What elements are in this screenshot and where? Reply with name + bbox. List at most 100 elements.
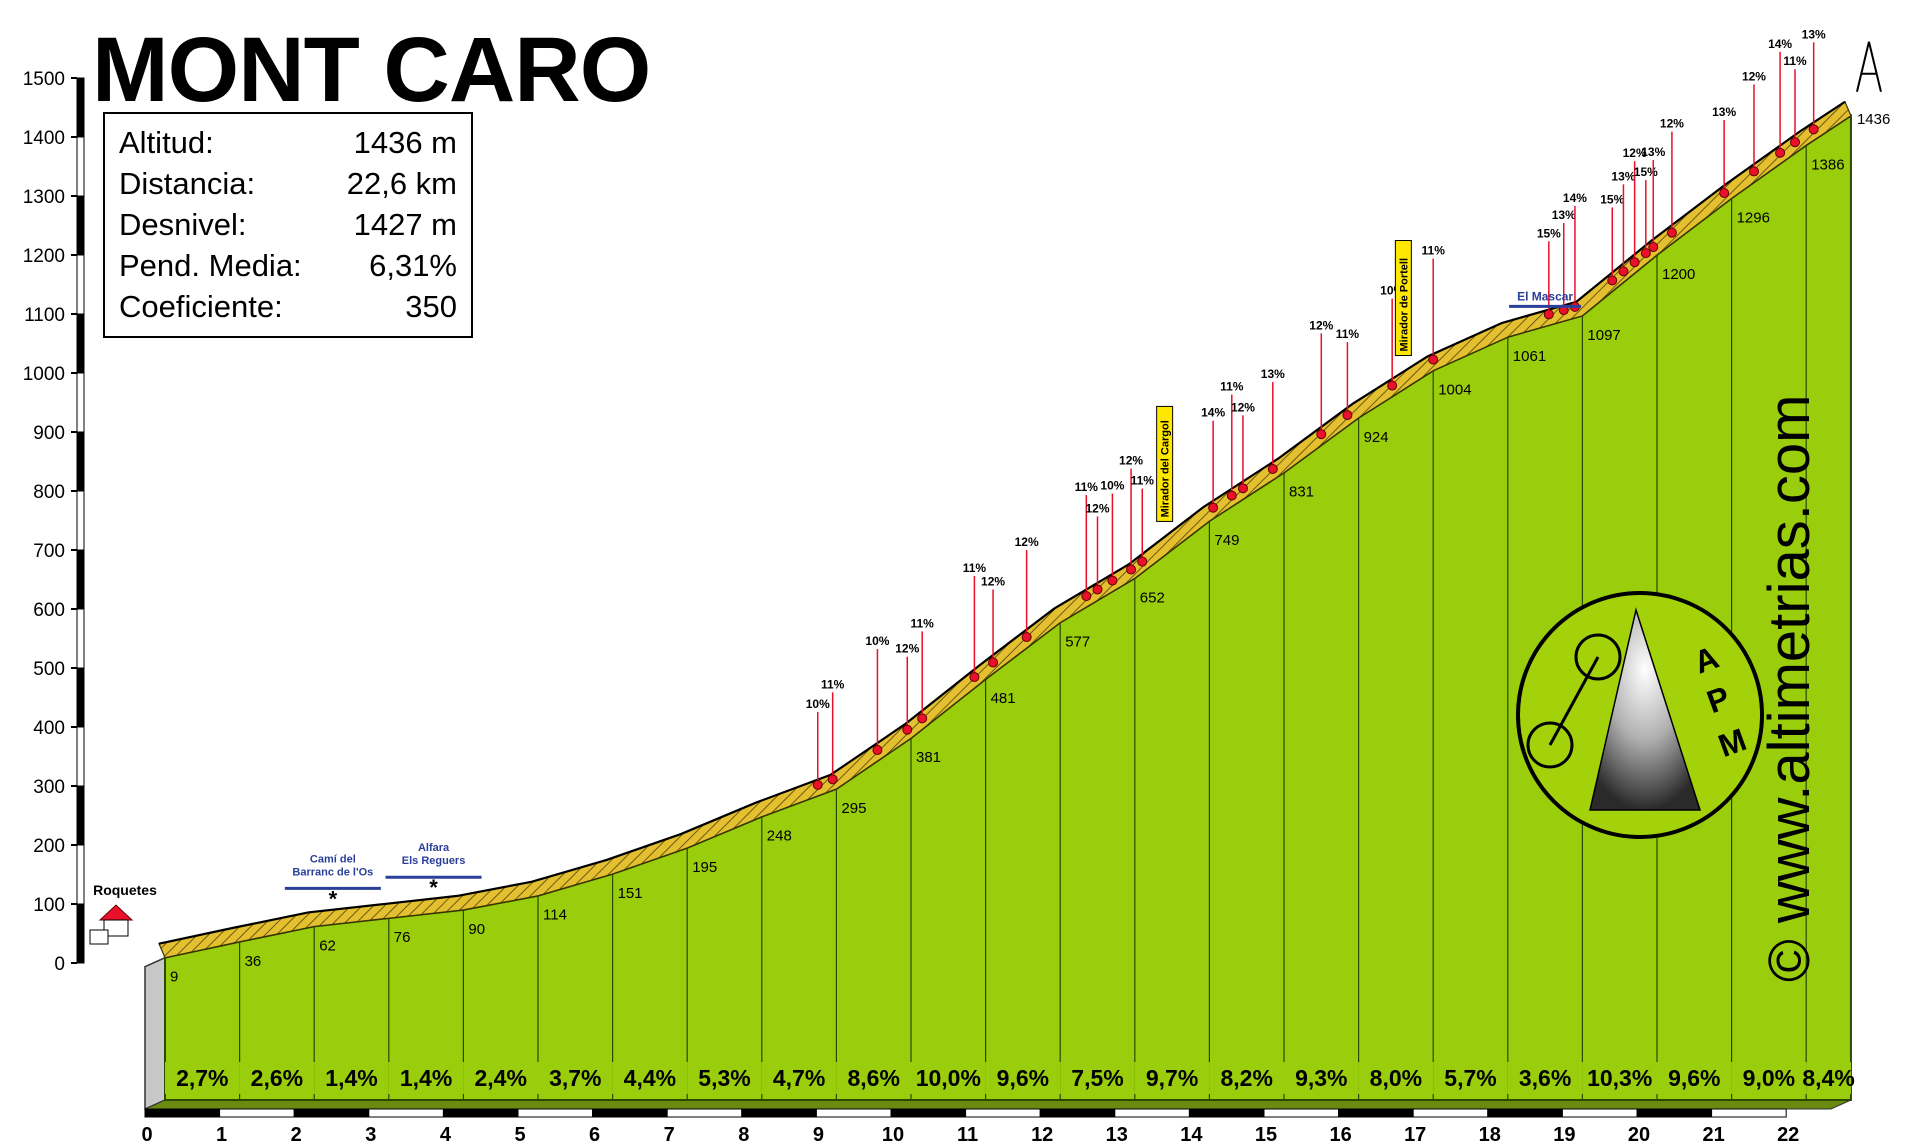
x-tick-label: 22 <box>1777 1124 1799 1146</box>
y-axis-band <box>76 667 85 728</box>
x-tick-label: 5 <box>514 1124 525 1146</box>
altitude-label: 1200 <box>1662 266 1695 283</box>
altitude-label: 924 <box>1364 429 1389 446</box>
ramp-dot <box>917 713 928 724</box>
ramp-label: 11% <box>1220 380 1244 394</box>
annotation-label: El Mascar <box>1517 289 1573 303</box>
x-axis-band <box>1338 1108 1414 1118</box>
gradient-cell <box>1433 1062 1508 1094</box>
ramp-label: 12% <box>1660 117 1684 131</box>
gradient-label: 9,0% <box>1743 1065 1795 1091</box>
x-tick-label: 18 <box>1479 1124 1501 1146</box>
ramp-label: 11% <box>1131 474 1155 488</box>
ramp-label: 13% <box>1261 367 1285 381</box>
x-tick-label: 1 <box>216 1124 227 1146</box>
altitude-label: 62 <box>319 937 336 954</box>
x-axis-band <box>592 1108 668 1118</box>
y-axis-band <box>76 313 85 374</box>
x-tick-label: 11 <box>957 1124 978 1146</box>
gradient-label: 9,6% <box>1668 1065 1720 1091</box>
y-tick-label: 1500 <box>23 69 65 90</box>
ramp-dot <box>1648 242 1659 253</box>
ramp-label: 12% <box>1119 454 1143 468</box>
stat-row: Pend. Media: 6,31% <box>119 245 457 286</box>
x-tick-label: 15 <box>1255 1124 1277 1146</box>
gradient-cell <box>1657 1062 1732 1094</box>
altitude-label: 381 <box>916 749 941 766</box>
gradient-cell <box>1507 1062 1583 1094</box>
y-axis-band <box>76 549 85 610</box>
gradient-cell <box>1806 1062 1851 1094</box>
y-tick-label: 1300 <box>23 187 65 208</box>
ramp-dot <box>1629 257 1640 268</box>
ramp-dot <box>1316 429 1327 440</box>
stat-value: 350 <box>405 289 457 324</box>
stat-row: Coeficiente: 350 <box>119 286 457 327</box>
annotation-label: Mirador de Portell <box>1398 258 1410 352</box>
ramp-dot <box>1267 463 1278 474</box>
altitude-label: 749 <box>1214 532 1239 549</box>
ramp-label: 10% <box>806 697 830 711</box>
altitude-label: 831 <box>1289 484 1314 501</box>
gradient-cell <box>463 1062 538 1094</box>
ramp-markers: 10%11%10%12%11%11%12%12%11%12%10%12%11%1… <box>806 27 1826 790</box>
x-tick-label: 13 <box>1106 1124 1128 1146</box>
x-axis-band <box>1412 1108 1489 1118</box>
ramp-dot <box>1607 275 1618 286</box>
ramp-dot <box>1428 354 1439 365</box>
ramp-dot <box>1808 124 1819 135</box>
gradient-cell <box>314 1062 389 1094</box>
y-axis-band <box>76 844 85 905</box>
x-tick-label: 21 <box>1702 1124 1724 1146</box>
ramp-dot <box>1342 410 1353 421</box>
annotation-label: Barranc de l'Os <box>292 866 373 878</box>
gradient-cell <box>388 1062 464 1094</box>
ramp-label: 11% <box>963 561 987 575</box>
stat-label: Pend. Media: <box>119 248 302 283</box>
star-icon: * <box>329 886 338 911</box>
y-tick-label: 300 <box>33 777 65 798</box>
gradient-label: 5,3% <box>698 1065 750 1091</box>
star-icon: * <box>429 875 438 900</box>
ramp-label: 11% <box>1075 480 1099 494</box>
road-edge <box>158 100 1846 945</box>
gradient-cell <box>612 1062 688 1094</box>
stats-box: Altitud: 1436 m Distancia: 22,6 km Desnive… <box>103 112 473 338</box>
altitude-labels: 9 36 62 76 90 114 151 195 248 295 381 481 577 652 749 8… <box>170 111 1890 986</box>
antenna-icon <box>1855 41 1870 92</box>
road-band <box>158 100 1852 959</box>
gradient-cell <box>1134 1062 1210 1094</box>
x-tick-label: 12 <box>1031 1124 1053 1146</box>
x-axis-band <box>442 1108 519 1118</box>
bicycle-icon <box>1548 656 1600 746</box>
y-axis-band <box>76 726 85 787</box>
y-tick-label: 600 <box>33 600 65 621</box>
ramp-label: 13% <box>1641 145 1665 159</box>
ramp-label: 12% <box>895 642 919 656</box>
x-tick-label: 16 <box>1329 1124 1351 1146</box>
y-axis-band <box>76 136 85 197</box>
altitude-label: 76 <box>394 929 411 946</box>
y-axis-band <box>76 77 85 138</box>
x-axis: 0 1 2 3 4 5 6 7 8 9 10 11 12 13 14 15 16 17 18 19 20 21 22 <box>141 1108 1799 1146</box>
ramp-dot <box>1237 483 1248 494</box>
y-axis-band <box>76 195 85 256</box>
altitude-label: 1436 <box>1857 111 1890 128</box>
y-axis-band <box>76 372 85 433</box>
gradient-cell <box>239 1062 315 1094</box>
x-tick-label: 3 <box>365 1124 376 1146</box>
gradient-label: 8,4% <box>1802 1065 1854 1091</box>
gradient-label: 1,4% <box>325 1065 377 1091</box>
ramp-dot <box>1666 227 1677 238</box>
y-axis-band <box>76 785 85 846</box>
ramp-label: 12% <box>1742 69 1766 83</box>
annotation-flag <box>1394 240 1412 357</box>
gradient-label: 9,3% <box>1295 1065 1347 1091</box>
altitude-label: 90 <box>468 921 485 938</box>
ramp-label: 14% <box>1768 37 1792 51</box>
altitude-label: 481 <box>991 690 1016 707</box>
annotation-label: Roquetes <box>93 882 157 898</box>
ramp-label: 12% <box>1015 535 1039 549</box>
gradient-cell <box>836 1062 911 1094</box>
